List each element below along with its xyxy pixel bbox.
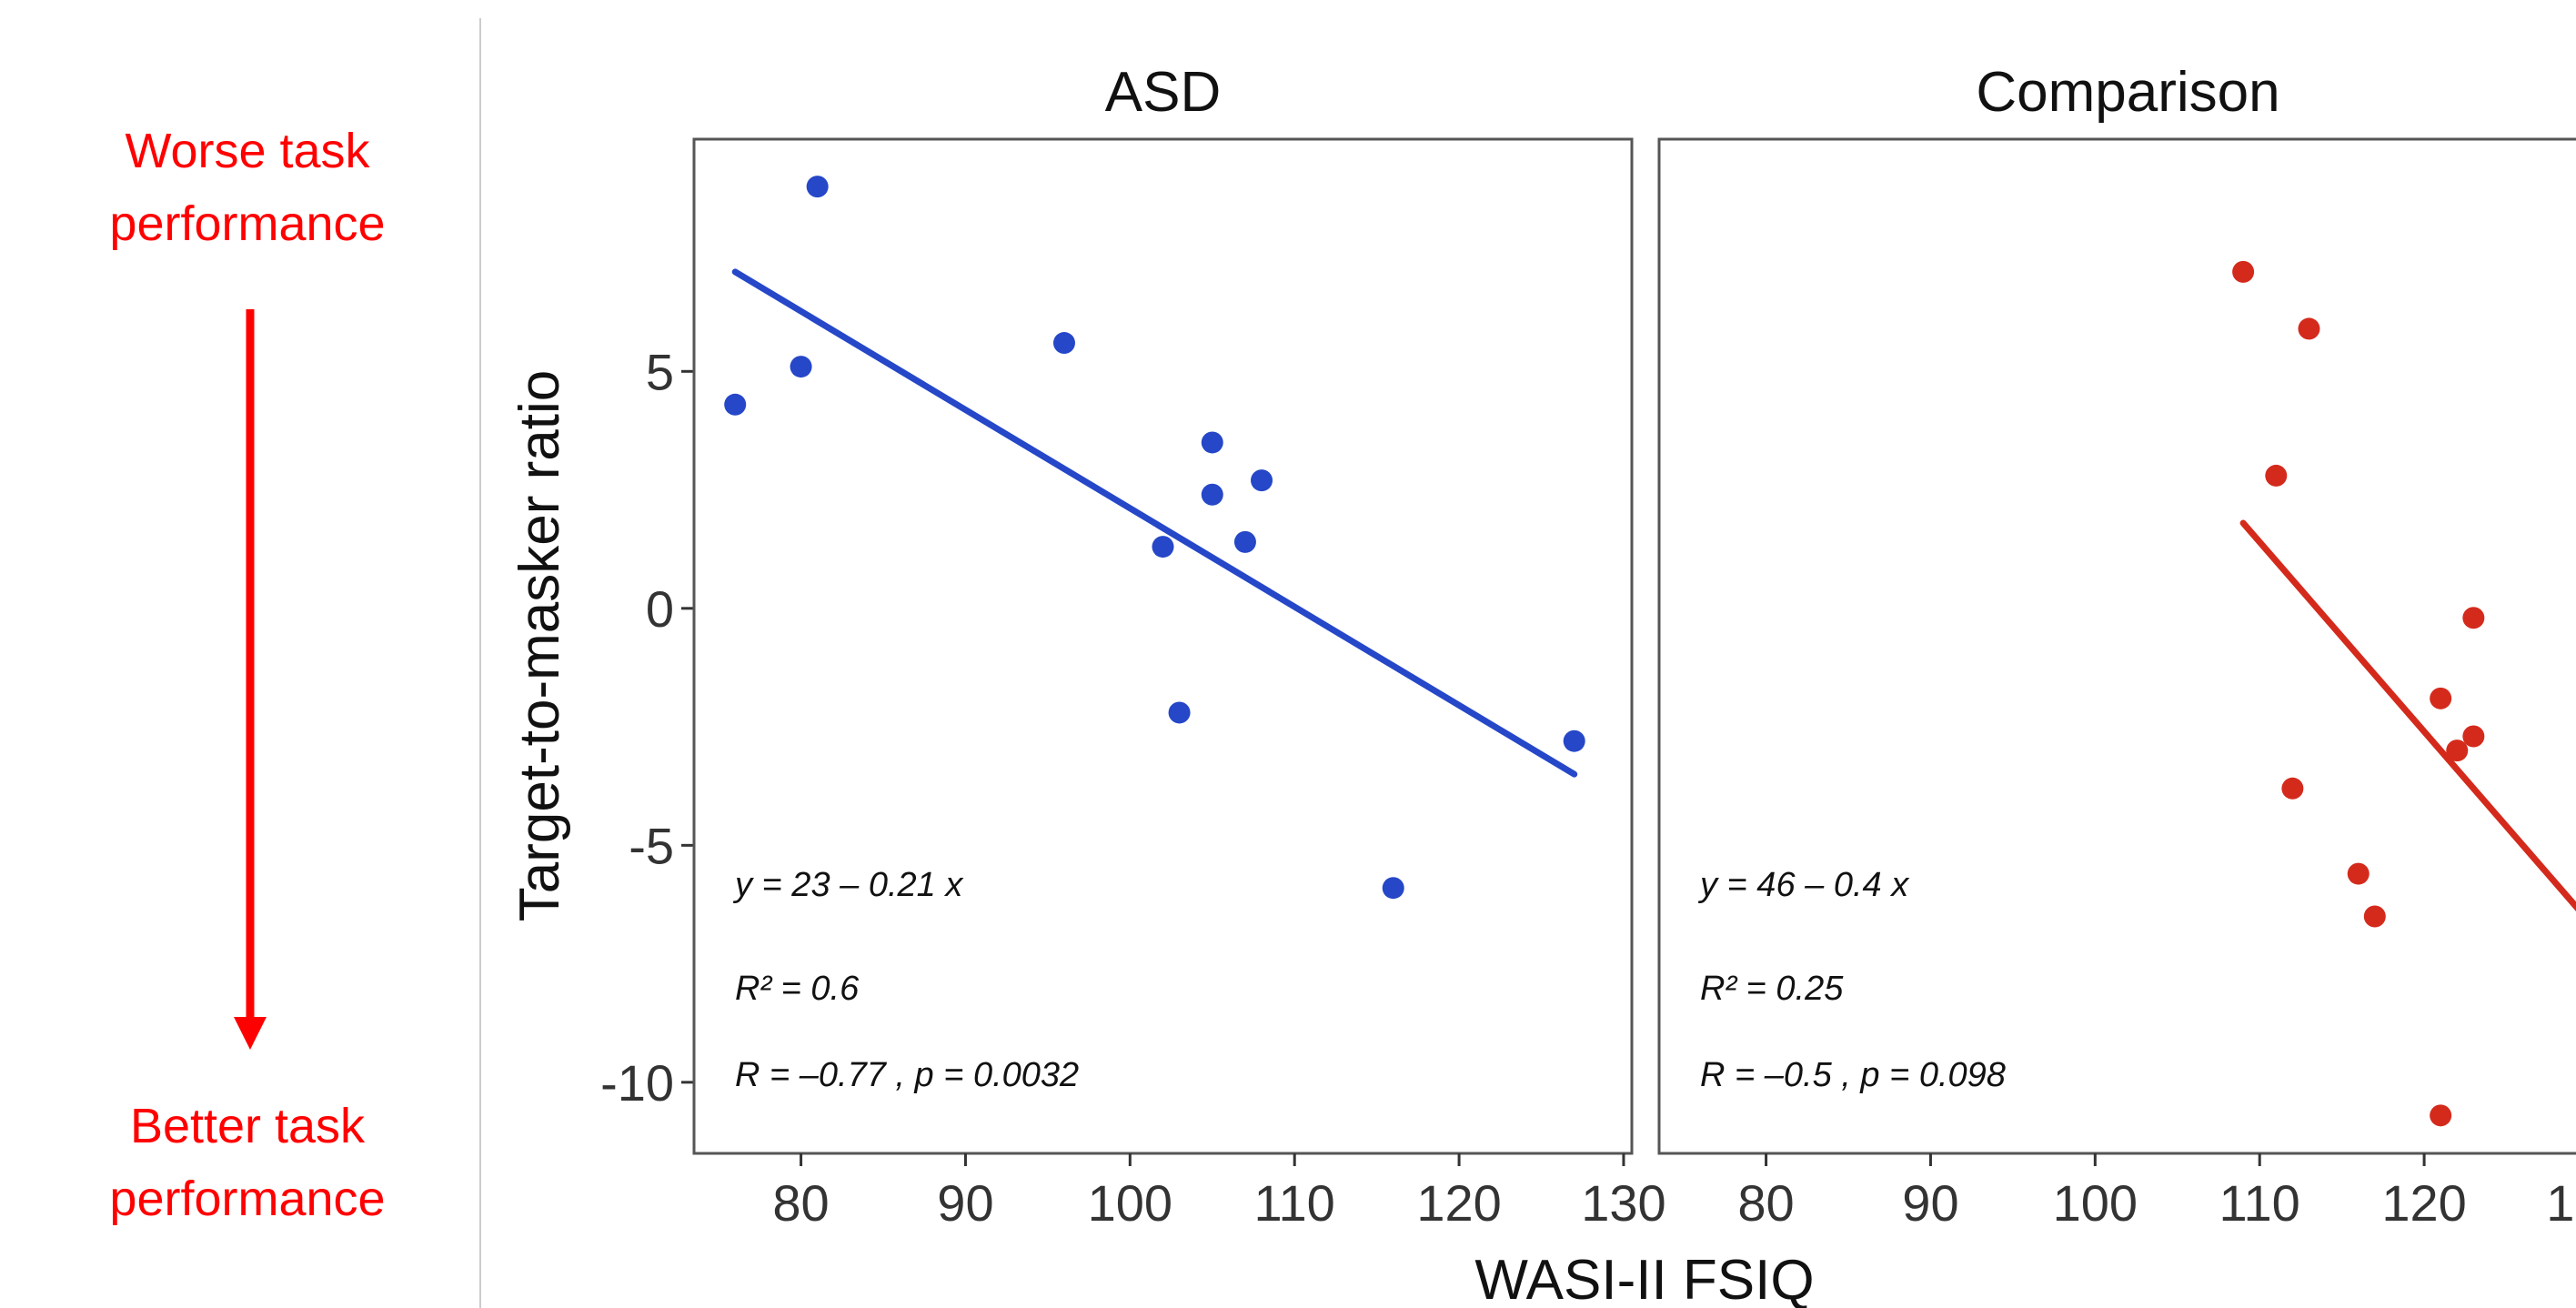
better-label-line2: performance <box>109 1172 386 1226</box>
x-tick-label: 110 <box>2219 1174 2300 1232</box>
data-point <box>2462 725 2485 748</box>
worse-label-line2: performance <box>109 196 386 251</box>
data-point <box>1233 530 1256 553</box>
y-tick-label: -10 <box>600 1054 674 1112</box>
panel-frame <box>692 137 1634 1155</box>
data-point <box>2298 317 2320 340</box>
data-point <box>2363 905 2386 928</box>
data-point <box>1052 332 1075 355</box>
y-tick-label: -5 <box>629 817 674 874</box>
r-squared-label: R² = 0.25 <box>1700 970 1844 1008</box>
data-point <box>1201 431 1223 454</box>
regression-equation: y = 23 – 0.21 x <box>732 866 964 904</box>
data-point <box>2232 260 2255 283</box>
data-point <box>2430 1104 2452 1127</box>
divider-line <box>479 18 481 1308</box>
y-tick-label: 5 <box>646 343 674 400</box>
data-point <box>1563 729 1585 752</box>
data-point <box>1152 536 1174 558</box>
x-tick-label: 100 <box>1088 1174 1172 1232</box>
correlation-label: R = –0.5 , p = 0.098 <box>1700 1056 2006 1094</box>
regression-equation: y = 46 – 0.4 x <box>1697 866 1910 904</box>
x-axis-label: WASI-II FSIQ <box>1474 1249 1814 1308</box>
regression-line <box>2239 519 2576 911</box>
x-tick-label: 90 <box>1902 1174 1958 1232</box>
x-tick-label: 80 <box>772 1174 829 1232</box>
data-point <box>1382 877 1404 900</box>
data-point <box>2347 862 2370 885</box>
data-point <box>2281 777 2304 800</box>
x-tick-label: 130 <box>2546 1174 2576 1232</box>
data-point <box>724 393 747 416</box>
panel-frame <box>1657 137 2576 1155</box>
data-point <box>2446 740 2469 762</box>
x-tick-label: 110 <box>1254 1174 1335 1232</box>
panel-title: Comparison <box>1976 61 2279 124</box>
x-tick-label: 90 <box>937 1174 993 1232</box>
y-axis-label: Target-to-masker ratio <box>508 370 571 921</box>
x-tick-label: 100 <box>2053 1174 2138 1232</box>
x-tick-label: 120 <box>2381 1174 2466 1232</box>
data-point <box>1251 469 1273 492</box>
worse-label-line1: Worse task <box>125 124 370 178</box>
data-point <box>790 356 812 378</box>
correlation-label: R = –0.77 , p = 0.0032 <box>735 1056 1079 1094</box>
down-arrow-icon <box>234 309 267 1050</box>
x-tick-label: 130 <box>1581 1174 1665 1232</box>
data-point <box>1201 483 1223 506</box>
panel-title: ASD <box>1105 61 1221 124</box>
regression-line <box>731 268 1578 778</box>
data-point <box>2265 464 2288 487</box>
worse-performance-label: Worse task performance <box>47 115 448 260</box>
x-tick-label: 120 <box>1416 1174 1501 1232</box>
y-tick-label: 0 <box>646 580 674 638</box>
x-tick-label: 80 <box>1737 1174 1794 1232</box>
data-point <box>1168 701 1191 724</box>
data-point <box>2462 607 2485 629</box>
r-squared-label: R² = 0.6 <box>735 970 860 1008</box>
data-point <box>806 176 829 198</box>
better-performance-label: Better task performance <box>47 1090 448 1235</box>
data-point <box>2430 687 2452 709</box>
better-label-line1: Better task <box>129 1099 366 1153</box>
